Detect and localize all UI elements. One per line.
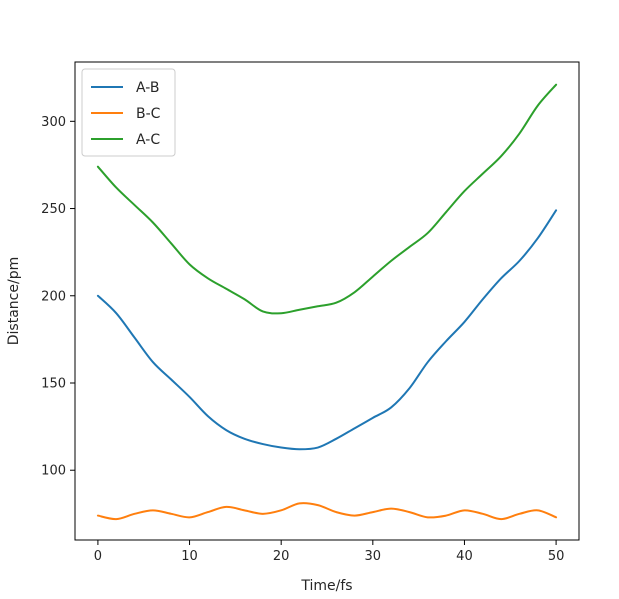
y-tick-label: 200 [41, 289, 66, 304]
legend-box [81, 68, 176, 157]
series-layer [96, 83, 558, 521]
x-tick-label: 20 [273, 549, 290, 564]
series-line-a-c [96, 83, 558, 315]
x-tick-label: 40 [456, 549, 473, 564]
legend: A-B B-C A-C [81, 68, 176, 157]
y-tick-label: 250 [41, 202, 66, 217]
x-axis-ticks: 0 10 20 30 40 50 [94, 540, 565, 564]
plot-frame [74, 61, 580, 541]
y-tick-label: 150 [41, 376, 66, 391]
series-line-b-c [96, 502, 558, 521]
x-tick-label: 50 [548, 549, 565, 564]
x-tick-label: 30 [365, 549, 382, 564]
y-tick-label: 100 [41, 464, 66, 479]
x-axis-label: Time/fs [300, 578, 352, 594]
legend-label-a-c: A-C [136, 132, 160, 148]
series-line-a-b [96, 209, 558, 451]
y-axis-ticks: 100 150 200 250 300 [41, 115, 75, 479]
legend-label-a-b: A-B [136, 80, 159, 96]
y-axis-label: Distance/pm [6, 257, 22, 345]
y-tick-label: 300 [41, 115, 66, 130]
x-tick-label: 10 [181, 549, 198, 564]
x-tick-label: 0 [94, 549, 102, 564]
legend-label-b-c: B-C [136, 106, 161, 122]
